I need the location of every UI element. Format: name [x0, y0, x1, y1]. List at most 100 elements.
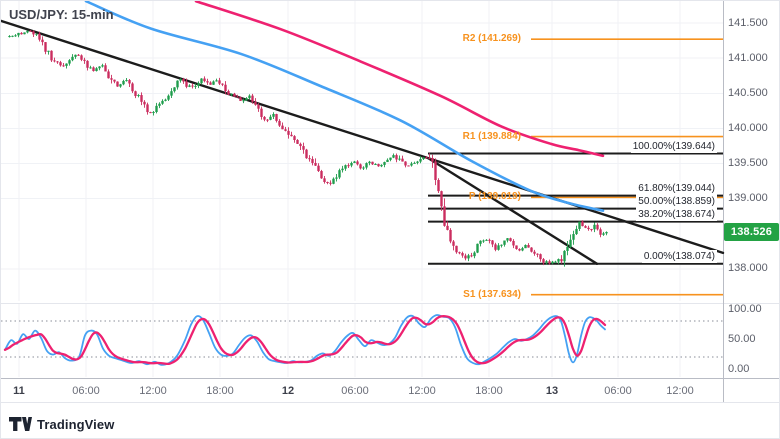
candle-body	[605, 232, 608, 234]
candle-body	[329, 182, 332, 184]
candle-body	[74, 54, 77, 57]
candle-body	[134, 91, 137, 97]
candle-body	[461, 253, 464, 256]
candle-body	[566, 246, 569, 251]
candle-body	[293, 136, 296, 140]
candle-body	[587, 227, 590, 230]
candle-body	[305, 149, 308, 159]
pivot-label-s1: S1 (137.634)	[463, 288, 521, 300]
candle-body	[479, 240, 482, 244]
time-axis-label: 12:00	[139, 385, 167, 397]
candle-body	[338, 170, 341, 178]
candle-body	[467, 255, 470, 259]
candle-body	[311, 158, 314, 163]
candle-body	[410, 163, 413, 166]
candle-body	[281, 125, 284, 130]
candle-body	[521, 248, 524, 251]
candle-body	[296, 139, 299, 144]
candle-body	[161, 100, 164, 104]
candle-body	[596, 224, 599, 230]
candle-body	[422, 157, 425, 160]
candle-body	[449, 229, 452, 242]
candle-body	[551, 261, 554, 264]
candle-body	[182, 79, 185, 82]
candle-body	[242, 100, 245, 102]
candle-body	[356, 161, 359, 165]
candle-body	[11, 35, 14, 37]
slow-ma[interactable]	[194, 1, 605, 158]
candle-body	[515, 245, 518, 250]
candle-body	[581, 221, 584, 227]
candle-body	[170, 91, 173, 96]
symbol-title: USD/JPY: 15-min	[9, 7, 114, 22]
pivot-label-r1: R1 (139.884)	[462, 130, 521, 142]
candle-body	[155, 105, 158, 113]
candle-body	[575, 228, 578, 235]
candle-body	[506, 238, 509, 241]
candle-body	[275, 114, 278, 121]
time-axis-label: 06:00	[341, 385, 369, 397]
fib-label-fib-382: 38.20%(138.674)	[636, 208, 717, 222]
candle-body	[71, 56, 74, 61]
tradingview-logo-icon	[9, 417, 32, 431]
candle-body	[287, 130, 290, 135]
candle-body	[125, 80, 128, 82]
candle-body	[20, 32, 23, 35]
candle-body	[227, 91, 230, 95]
descending-trendline[interactable]	[1, 19, 725, 255]
candle-body	[404, 161, 407, 166]
candle-body	[8, 36, 11, 38]
candle-body	[533, 251, 536, 254]
candle-body	[194, 85, 197, 87]
candle-body	[215, 80, 218, 82]
price-axis-label: 141.500	[728, 16, 768, 29]
candle-body	[206, 81, 209, 83]
candle-body	[113, 79, 116, 82]
pivot-label-r2: R2 (141.269)	[462, 33, 521, 45]
candle-body	[413, 162, 416, 164]
candle-body	[446, 225, 449, 230]
candle-body	[431, 157, 434, 162]
candlestick-series[interactable]	[8, 30, 608, 267]
candle-body	[179, 79, 182, 81]
candle-body	[53, 60, 56, 62]
candle-body	[248, 95, 251, 99]
candle-body	[398, 158, 401, 160]
candle-body	[263, 116, 266, 120]
steep-trendline[interactable]	[427, 157, 599, 265]
candle-body	[332, 178, 335, 184]
candle-body	[200, 78, 203, 84]
candle-body	[17, 32, 20, 36]
candle-body	[335, 177, 338, 179]
candle-body	[395, 155, 398, 160]
stochastic-d-line[interactable]	[3, 315, 607, 366]
candle-body	[302, 146, 305, 150]
tradingview-logo-text: TradingView	[37, 416, 115, 432]
fast-ma[interactable]	[84, 1, 605, 212]
candle-body	[62, 65, 65, 67]
candle-body	[122, 80, 125, 85]
candle-body	[416, 161, 419, 163]
candle-body	[545, 261, 548, 263]
candle-body	[32, 31, 35, 35]
candle-body	[599, 229, 602, 235]
candle-body	[83, 59, 86, 61]
candle-body	[239, 97, 242, 101]
candle-body	[290, 134, 293, 137]
candle-body	[107, 71, 110, 79]
candle-body	[230, 93, 233, 95]
tradingview-logo[interactable]: TradingView	[9, 415, 114, 433]
candle-body	[212, 81, 215, 85]
candle-body	[272, 114, 275, 117]
candle-body	[509, 238, 512, 241]
candle-body	[443, 206, 446, 226]
candle-body	[173, 87, 176, 92]
moving-averages	[84, 1, 605, 212]
fib-label-fib-618: 61.80%(139.044)	[636, 182, 717, 196]
candle-body	[80, 55, 83, 60]
candle-body	[386, 159, 389, 163]
candle-body	[590, 229, 593, 231]
candle-body	[371, 161, 374, 165]
candle-body	[308, 158, 311, 160]
